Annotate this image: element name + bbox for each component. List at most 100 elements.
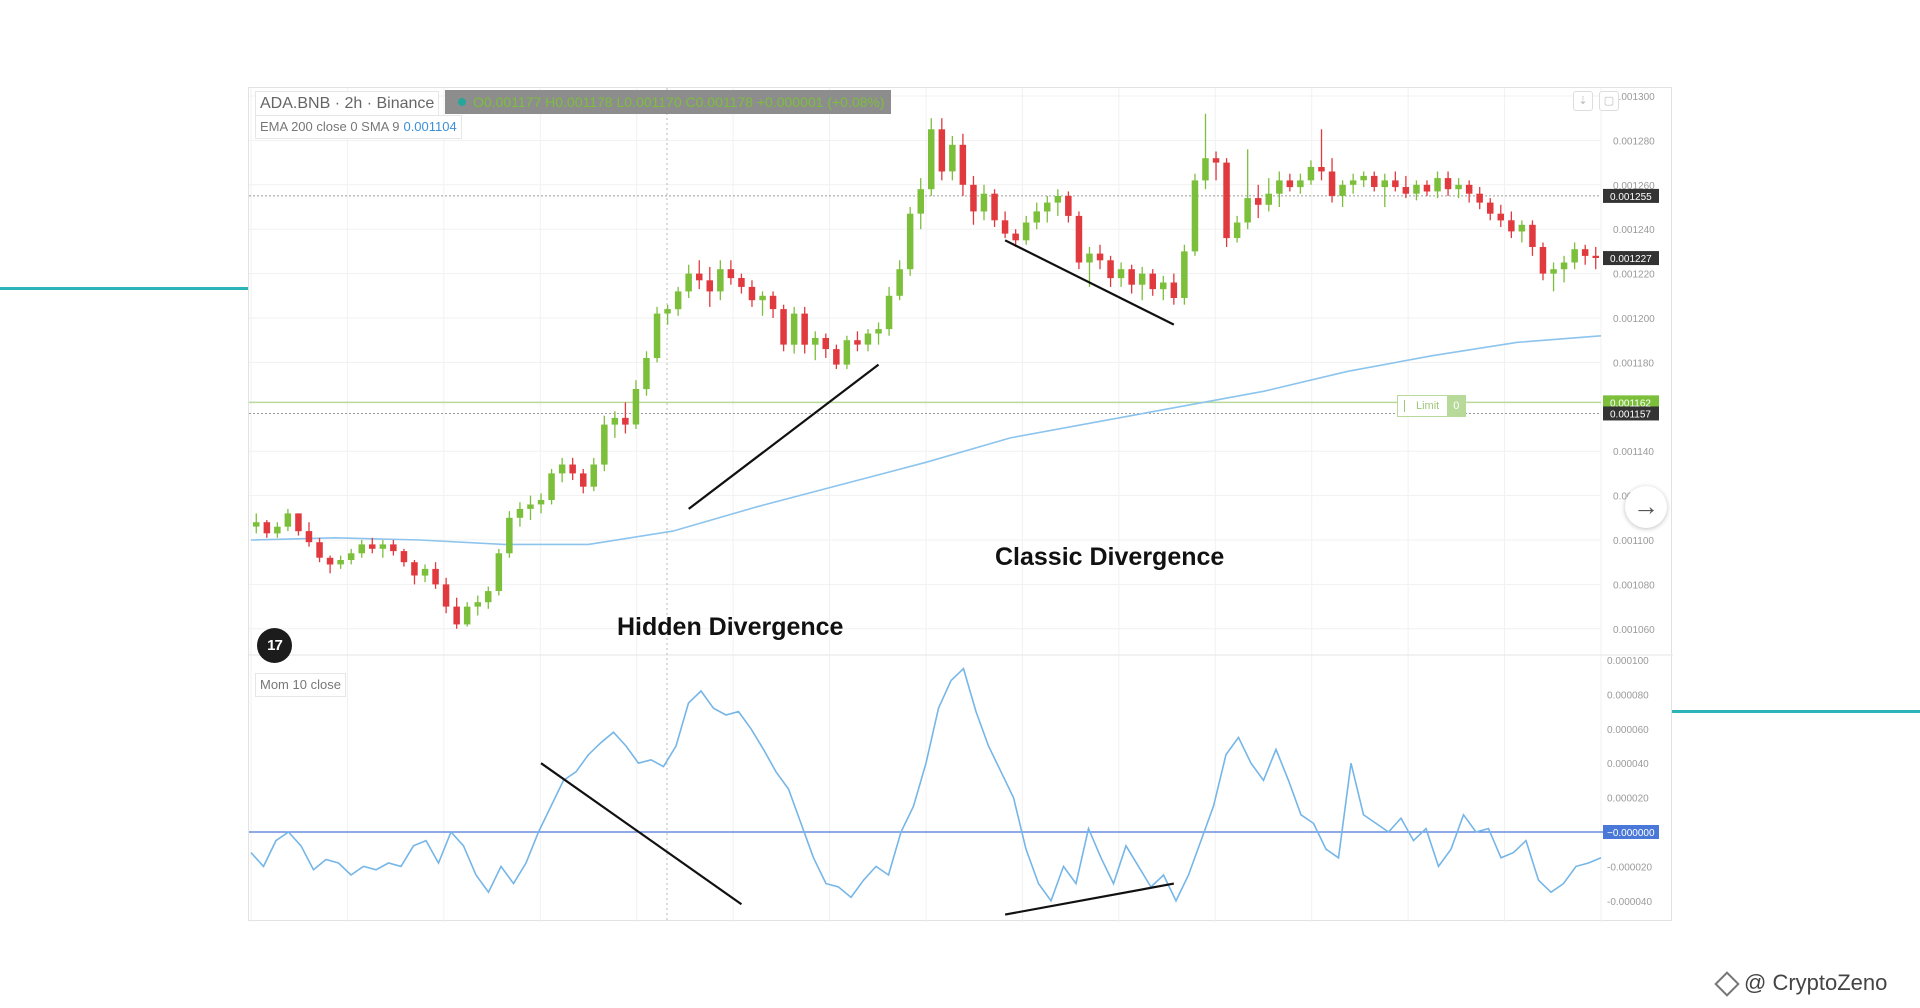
candle-body [1001,220,1009,234]
fullscreen-icon[interactable]: ▢ [1599,91,1619,111]
candle-body [801,313,808,345]
candle-body [1592,255,1599,258]
momentum-tick-label: 0.000100 [1607,656,1649,667]
momentum-axis: 0.000100 0.000080 0.000060 0.000040 0.000020… [1607,656,1652,908]
candle-body [1307,167,1315,181]
candle-body [1022,222,1030,241]
candle-body [1212,158,1220,163]
candle-body [843,340,851,365]
candle-body [780,309,787,345]
status-dot-icon [458,98,466,106]
watermark: @ CryptoZeno [1714,970,1888,997]
candle-body [864,333,872,345]
candle-body [1539,247,1547,274]
candle-body [442,584,450,607]
candle-body [421,568,429,576]
divergence-trend-line [1004,882,1175,916]
candle-body [1202,158,1209,181]
ema-legend[interactable]: EMA 200 close 0 SMA 9 0.001104 [255,115,462,139]
price-badge [1603,406,1659,421]
candle-body [622,417,629,425]
candle-body [1360,175,1367,181]
candle-body [253,522,260,527]
candle-body [400,551,408,563]
candle-body [537,500,545,505]
candle-body [1149,273,1156,290]
price-tick-label: 0.001100 [1613,536,1654,547]
classic-divergence-annotation: Classic Divergence [995,543,1225,571]
candle-body [601,424,608,465]
price-tick-label: 0.001240 [1613,225,1655,236]
candle-body [1392,180,1399,188]
limit-order-label[interactable]: Limit 0 [1397,395,1467,417]
candle-body [1117,269,1125,279]
binance-diamond-icon [1714,971,1740,997]
candle-body [569,464,576,474]
candles [253,113,1599,629]
candle-body [1444,178,1452,190]
candle-body [1560,262,1568,270]
candle-body [1487,202,1494,214]
candle-body [1297,180,1304,188]
candle-body [1529,224,1536,247]
candle-body [1328,171,1336,196]
candle-body [1497,213,1504,221]
candle-body [1160,282,1167,290]
ohlc-values: O0.001177 H0.001178 L0.001170 C0.001178 … [473,94,885,110]
ema-value: 0.001104 [403,119,457,134]
candle-body [463,606,471,625]
price-tick-label: 0.001180 [1613,358,1654,369]
candle-body [611,417,619,425]
candle-body [580,473,587,487]
candle-body [822,338,829,350]
watermark-text: @ CryptoZeno [1744,970,1888,995]
candle-body [1318,167,1325,172]
scroll-right-arrow-icon[interactable]: → [1625,486,1667,528]
candle-body [326,557,334,565]
candle-body [558,464,566,474]
candle-body [1181,251,1188,298]
candle-body [1276,180,1283,194]
candle-body [295,513,302,532]
candle-body [653,313,661,358]
candle-body [506,517,513,554]
candle-body [1339,184,1346,196]
symbol-legend[interactable]: ADA.BNB · 2h · Binance [255,91,440,117]
candle-body [1233,222,1241,238]
candle-body [516,508,524,518]
price-badge [1603,251,1659,266]
ema-label: EMA 200 close 0 SMA 9 [260,119,400,134]
candle-body [1581,249,1589,256]
candle-body [991,193,998,221]
candle-body [833,349,840,365]
candle-body [1107,260,1114,279]
momentum-line [250,667,1602,903]
candle-body [337,560,344,565]
gridlines [249,88,1602,922]
candle-body [1096,253,1104,261]
price-badge-label: 0.001227 [1610,254,1652,265]
limit-order-text: Limit [1416,400,1440,412]
candle-body [1550,269,1557,274]
price-tick-label: 0.001140 [1613,447,1654,458]
candle-body [717,269,724,292]
candle-body [305,531,313,543]
candle-body [411,562,418,576]
candle-body [1086,253,1093,263]
price-tick-label: 0.001260 [1613,181,1655,192]
momentum-tick-label: 0.000020 [1607,794,1649,805]
candle-body [263,522,271,534]
candle-body [1402,187,1410,194]
candle-body [1349,180,1357,185]
chart-canvas[interactable]: 0.001300 0.001280 0.001260 0.001240 0.001220… [249,88,1673,922]
candle-body [896,269,903,296]
chart-panel[interactable]: 0.001300 0.001280 0.001260 0.001240 0.001220… [248,87,1673,922]
candle-body [980,193,988,212]
limit-order-qty: 0 [1447,396,1466,416]
candle-body [358,544,365,554]
candle-body [674,291,682,310]
candle-body [696,273,703,281]
download-icon[interactable]: ⇣ [1573,91,1593,111]
candle-body [390,544,397,552]
momentum-legend[interactable]: Mom 10 close [255,673,346,697]
